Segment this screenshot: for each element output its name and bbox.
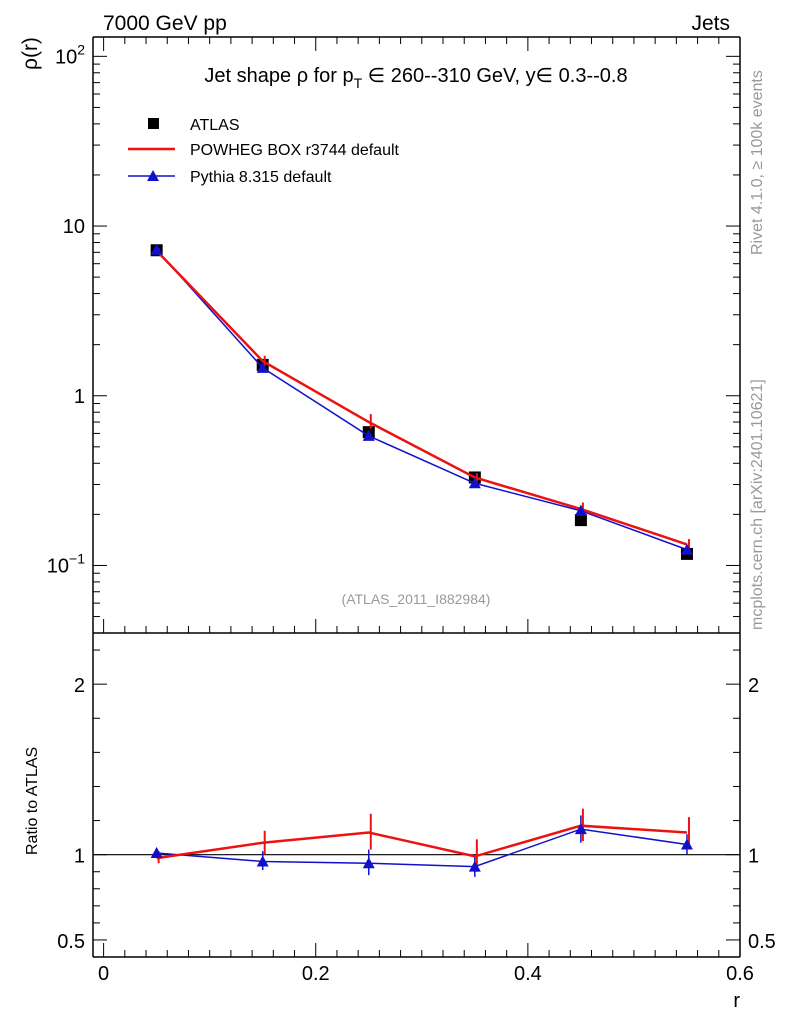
legend-atlas-marker: [148, 118, 159, 129]
ratio-panel: Ratio to ATLAS r 0.5 0.5 1 1 2 2 0 0.2 0.4 0.6: [24, 633, 776, 1012]
powheg-line: [155, 249, 688, 546]
ratio-y-tick-label-right: 2: [748, 675, 759, 697]
tick-base: 10: [47, 555, 69, 577]
ratio-pythia-data-point: [150, 846, 163, 858]
pythia-line: [156, 249, 688, 551]
main-y-tick-label: 10: [63, 216, 85, 238]
main-panel: Jet shape ρ for pT ∈ 260--310 GeV, y∈ 0.…: [19, 36, 741, 634]
ratio-y-tick-label-right: 0.5: [748, 931, 776, 953]
ratio-x-tick-label: 0: [98, 963, 109, 985]
pythia-data-point: [150, 243, 163, 255]
atlas-data-point: [574, 514, 587, 527]
legend-atlas-label: ATLAS: [190, 117, 240, 134]
pythia-data-point: [256, 361, 269, 373]
ratio-y-tick-label: 0.5: [57, 931, 85, 953]
title-suffix: ∈ 260--310 GeV, y∈ 0.3--0.8: [362, 65, 627, 87]
main-y-tick-label: 102: [55, 41, 85, 68]
main-y-tick-label: 1: [74, 386, 85, 408]
legend: ATLAS POWHEG BOX r3744 default Pythia 8.…: [128, 117, 400, 186]
ratio-xlabel: r: [733, 990, 740, 1012]
tick-base: 10: [55, 46, 77, 68]
ratio-pythia-data-point: [680, 838, 693, 850]
ratio-y-tick-label: 1: [74, 846, 85, 868]
tick-exponent: −1: [69, 550, 85, 566]
ratio-pythia-data-point: [256, 855, 269, 867]
legend-pythia-marker: [147, 170, 159, 181]
main-y-tick-label: 10−1: [47, 550, 85, 577]
ratio-data: [93, 808, 740, 877]
ratio-x-tick-label: 0.2: [302, 963, 330, 985]
ratio-powheg-line: [156, 824, 688, 860]
ratio-ticks: 0.5 0.5 1 1 2 2 0 0.2 0.4 0.6: [57, 649, 776, 985]
ratio-y-tick-label-right: 1: [748, 846, 759, 868]
pythia-data-point: [468, 477, 481, 489]
main-ylabel: ρ(r): [19, 37, 42, 70]
legend-powheg-label: POWHEG BOX r3744 default: [190, 142, 400, 159]
pythia-data-point: [574, 504, 587, 516]
ratio-pythia-data-point: [574, 823, 587, 835]
ratio-x-tick-label: 0.6: [726, 963, 754, 985]
ratio-ylabel: Ratio to ATLAS: [24, 747, 41, 855]
ratio-pythia-line: [156, 828, 688, 868]
main-data: [150, 243, 693, 560]
ratio-pythia-data-point: [362, 857, 375, 869]
pythia-data-point: [362, 429, 375, 441]
tick-exponent: 2: [77, 41, 85, 57]
legend-pythia-label: Pythia 8.315 default: [190, 169, 332, 186]
ratio-y-tick-label: 2: [74, 675, 85, 697]
rivet-version-label: Rivet 4.1.0, ≥ 100k events: [749, 70, 766, 255]
header-category: Jets: [691, 12, 730, 35]
analysis-id: (ATLAS_2011_I882984): [342, 591, 491, 607]
ratio-x-tick-label: 0.4: [514, 963, 542, 985]
ratio-pythia-data-point: [468, 860, 481, 872]
chart-title: Jet shape ρ for pT ∈ 260--310 GeV, y∈ 0.…: [204, 65, 627, 91]
title-prefix: Jet shape ρ for p: [204, 65, 353, 87]
title-subscript: T: [354, 75, 363, 91]
mcplots-source-label: mcplots.cern.ch [arXiv:2401.10621]: [749, 379, 766, 630]
header-energy: 7000 GeV pp: [103, 12, 227, 35]
pythia-data-point: [680, 543, 693, 555]
